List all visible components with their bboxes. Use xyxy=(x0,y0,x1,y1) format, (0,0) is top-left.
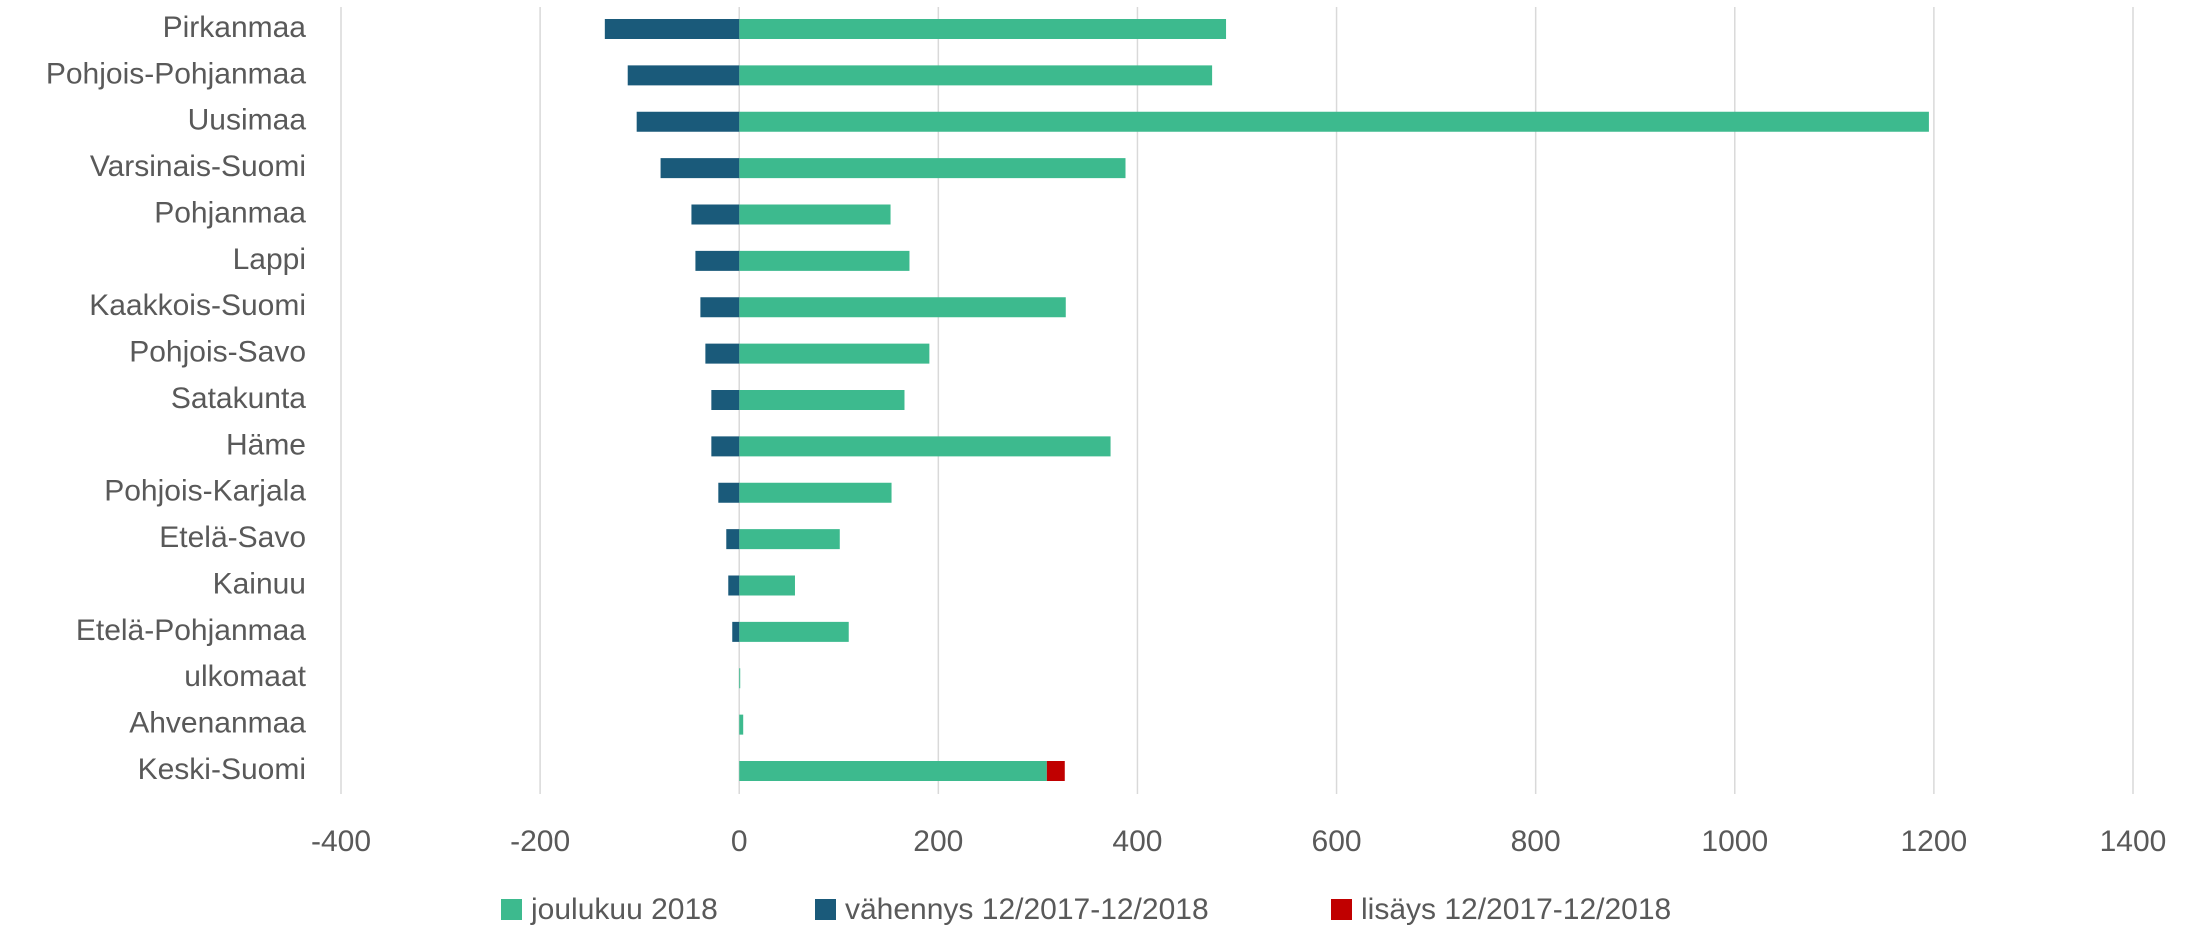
legend-swatch xyxy=(815,899,836,920)
y-tick-label: Pirkanmaa xyxy=(163,11,307,44)
bar xyxy=(705,343,740,364)
bar xyxy=(636,111,740,132)
bar xyxy=(711,436,740,457)
y-tick-label: Pohjois-Savo xyxy=(129,336,306,369)
legend-swatch xyxy=(501,899,522,920)
bar xyxy=(691,204,740,225)
bar xyxy=(739,482,892,503)
bar xyxy=(700,297,740,318)
x-tick-label: -400 xyxy=(311,825,371,858)
y-tick-label: Häme xyxy=(226,428,306,461)
bar xyxy=(660,158,740,179)
x-tick-label: 1000 xyxy=(1701,825,1768,858)
y-tick-label: ulkomaat xyxy=(184,660,306,693)
bar xyxy=(739,621,849,642)
bar xyxy=(695,250,740,271)
y-tick-label: Uusimaa xyxy=(188,104,307,137)
x-tick-label: 1200 xyxy=(1901,825,1968,858)
y-tick-label: Pohjois-Pohjanmaa xyxy=(46,57,306,90)
bar xyxy=(739,436,1111,457)
y-tick-label: Kaakkois-Suomi xyxy=(89,289,306,322)
bar xyxy=(627,65,740,86)
x-tick-label: -200 xyxy=(510,825,570,858)
bar xyxy=(739,714,744,735)
bar xyxy=(739,111,1929,132)
y-tick-label: Lappi xyxy=(233,243,306,276)
x-tick-label: 400 xyxy=(1112,825,1162,858)
bar xyxy=(739,297,1066,318)
bar xyxy=(604,19,740,39)
y-tick-label: Keski-Suomi xyxy=(138,753,306,786)
legend-swatch xyxy=(1331,899,1352,920)
y-tick-label: Pohjois-Karjala xyxy=(104,475,306,508)
y-tick-label: Satakunta xyxy=(171,382,306,415)
y-tick-label: Kainuu xyxy=(213,567,306,600)
y-tick-label: Pohjanmaa xyxy=(154,196,306,229)
bar xyxy=(726,529,740,550)
bar xyxy=(739,204,891,225)
bar xyxy=(739,158,1126,179)
bar xyxy=(739,343,930,364)
legend-label: lisäys 12/2017-12/2018 xyxy=(1361,893,1671,926)
bar xyxy=(739,19,1227,39)
x-tick-label: 800 xyxy=(1511,825,1561,858)
bar xyxy=(739,575,795,596)
bar xyxy=(739,250,910,271)
legend-label: vähennys 12/2017-12/2018 xyxy=(845,893,1209,926)
bar xyxy=(739,668,741,689)
y-tick-label: Ahvenanmaa xyxy=(129,707,306,740)
bar xyxy=(711,390,740,410)
bar xyxy=(739,761,1047,781)
x-tick-label: 1400 xyxy=(2100,825,2167,858)
bar xyxy=(728,575,740,596)
bar xyxy=(1046,761,1065,781)
x-tick-label: 0 xyxy=(731,825,748,858)
legend-label: joulukuu 2018 xyxy=(530,893,718,926)
y-tick-label: Etelä-Pohjanmaa xyxy=(76,614,306,647)
y-tick-label: Etelä-Savo xyxy=(159,521,306,554)
x-tick-label: 200 xyxy=(913,825,963,858)
bar xyxy=(739,529,840,550)
bar xyxy=(718,482,740,503)
bar xyxy=(739,65,1213,86)
y-tick-label: Varsinais-Suomi xyxy=(90,150,306,183)
bar xyxy=(739,390,905,410)
x-tick-label: 600 xyxy=(1312,825,1362,858)
bar xyxy=(732,621,740,642)
